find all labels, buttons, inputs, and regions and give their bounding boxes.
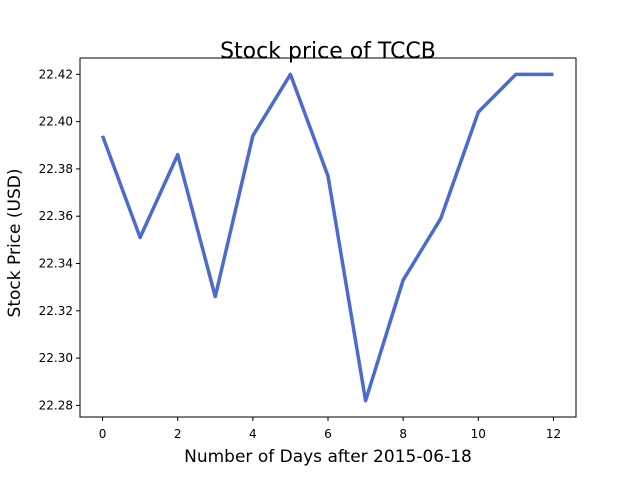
y-tick-label: 22.28 [39,398,73,412]
x-tick-label: 4 [249,427,257,441]
y-tick-label: 22.30 [39,351,73,365]
series-line [100,72,554,403]
x-axis: 0 2 4 6 8 10 12 [99,417,561,441]
plot-frame [79,57,577,418]
y-axis-label: Stock Price (USD) [5,169,25,318]
y-tick-label: 22.36 [39,209,73,223]
x-axis-label: Number of Days after 2015-06-18 [184,447,472,467]
y-tick-label: 22.42 [39,67,73,81]
plot-area [79,57,577,418]
x-tick-label: 12 [546,427,561,441]
x-tick-label: 10 [471,427,486,441]
y-axis: 22.28 22.30 22.32 22.34 22.36 22.38 22.40 22.42 [39,67,80,412]
x-tick-label: 8 [399,427,407,441]
y-tick-label: 22.38 [39,162,73,176]
x-tick-label: 0 [99,427,107,441]
x-tick-label: 2 [174,427,182,441]
y-tick-label: 22.32 [39,304,73,318]
y-tick-label: 22.34 [39,257,73,271]
x-tick-label: 6 [324,427,332,441]
y-tick-label: 22.40 [39,115,73,129]
chart-title: Stock price of TCCB [220,39,436,64]
